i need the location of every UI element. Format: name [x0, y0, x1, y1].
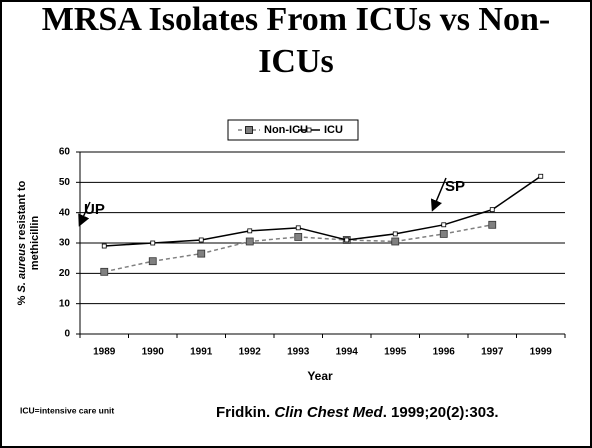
- legend-label: ICU: [324, 124, 343, 136]
- footnote: ICU=intensive care unit: [20, 405, 114, 415]
- point: [392, 231, 398, 237]
- legend-label: Non-ICU: [264, 124, 308, 136]
- y-tick-label: 20: [59, 268, 71, 279]
- legend-marker: [245, 126, 253, 134]
- point: [439, 229, 448, 238]
- y-axis-label: % S. aureus resistant to methicillin: [16, 180, 41, 305]
- y-tick-label: 40: [59, 207, 71, 218]
- point: [198, 237, 204, 243]
- point: [247, 228, 253, 234]
- y-tick-label: 10: [59, 298, 71, 309]
- point: [197, 249, 206, 258]
- x-tick-label: 1996: [433, 347, 456, 358]
- point: [295, 225, 301, 231]
- y-tick-label: 60: [59, 147, 71, 158]
- y-tick-label: 50: [59, 177, 71, 188]
- y-tick-label: 30: [59, 238, 71, 249]
- point: [538, 173, 544, 179]
- x-tick-label: 1990: [142, 347, 165, 358]
- point: [148, 257, 157, 266]
- title-line: ICUs: [258, 43, 334, 80]
- legend-marker: [306, 127, 312, 133]
- legend-box: [227, 119, 359, 141]
- citation: Fridkin. Clin Chest Med. 1999;20(2):303.: [216, 404, 499, 421]
- x-tick-label: 1997: [481, 347, 504, 358]
- y-label-part: resistant to: [16, 180, 28, 240]
- series-line: [104, 175, 542, 247]
- point: [294, 233, 303, 241]
- y-label-line: % S. aureus resistant to: [16, 180, 28, 305]
- y-label-part: S. aureus: [16, 243, 28, 293]
- point: [101, 243, 107, 249]
- annotation-arrow: [430, 177, 447, 212]
- x-tick-label: 1994: [336, 347, 359, 358]
- point: [100, 267, 109, 276]
- point: [441, 222, 447, 228]
- point: [344, 237, 350, 243]
- citation-part: Clin Chest Med: [274, 404, 383, 421]
- y-label-line: methicillin: [29, 216, 41, 271]
- point: [391, 237, 400, 246]
- point: [150, 240, 156, 246]
- annotation: SP: [445, 178, 465, 195]
- citation-part: Fridkin.: [216, 404, 270, 421]
- x-tick-label: 1989: [93, 347, 116, 358]
- y-label-part: %: [16, 295, 28, 305]
- x-tick-label: 1995: [384, 347, 407, 358]
- x-tick-label: 1993: [287, 347, 310, 358]
- x-tick-label: 1991: [190, 347, 213, 358]
- x-tick-label: 1999: [530, 347, 553, 358]
- x-axis-label: Year: [307, 369, 333, 383]
- y-tick-label: 0: [64, 329, 70, 340]
- citation-part: . 1999;20(2):303.: [383, 404, 499, 421]
- point: [245, 237, 254, 246]
- point: [488, 220, 497, 229]
- x-tick-label: 1992: [239, 347, 262, 358]
- point: [489, 207, 495, 213]
- title-line: MRSA Isolates From ICUs vs Non-: [42, 1, 550, 38]
